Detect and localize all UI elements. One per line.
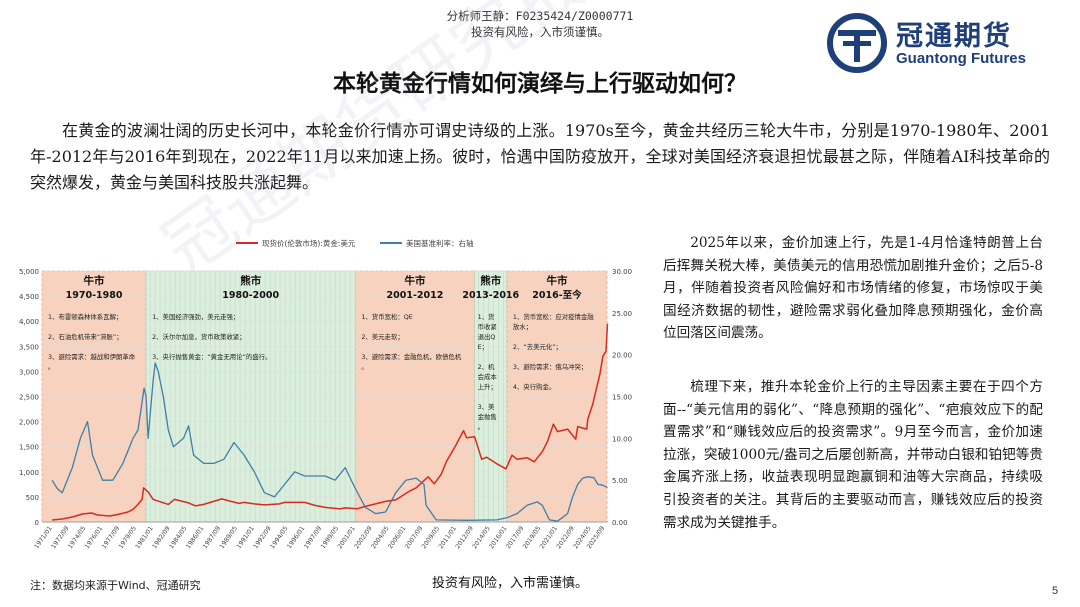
period-note-text: 2、石油危机带来“滞胀”；: [48, 332, 123, 341]
series-lines: [51, 323, 609, 522]
risk-notice-bottom: 投资有风险，入市需谨慎。: [432, 576, 589, 591]
intro-paragraph: 在黄金的波澜壮阔的历史长河中，本轮金价行情亦可谓史诗级的上涨。1970s至今，黄…: [30, 121, 1050, 192]
y-right-tick-label: 10.00: [612, 435, 632, 443]
period-note-text: 放水；: [513, 322, 532, 331]
chart-gridlines: [42, 270, 608, 523]
legend-rate-label: 美国基准利率：右轴: [406, 238, 474, 248]
logo-cn-text: 冠通期货: [896, 21, 1012, 52]
chart-legend: 现货价(伦敦市场):黄金:美元 美国基准利率：右轴: [236, 238, 474, 248]
period-note-text: 3、避险需求：金融危机，欧债危机: [361, 352, 462, 361]
analyst-line: 分析师王静：F0235424/Z0000771: [446, 9, 634, 23]
period-note-text: 1、美国经济强劲，美元走强；: [152, 312, 239, 321]
period-note-text: 1、货币宽松：应对疫情金融: [513, 312, 594, 321]
y-left-tick-label: 3,500: [19, 343, 39, 351]
gold-price-chart: 牛市 1970-1980 1、布雷顿森林体系瓦解； 2、石油危机带来“滞胀”； 3、避险…: [19, 238, 632, 550]
period-note-text: 。: [478, 423, 484, 431]
period-note-text: 币收紧: [478, 322, 498, 331]
y-right-tick-label: 5.00: [612, 477, 628, 485]
period-note-text: 。: [361, 363, 367, 371]
y-right-tick-label: 25.00: [612, 310, 632, 318]
gold-price-line: [52, 323, 609, 521]
period-range-label: 1970-1980: [66, 290, 123, 301]
period-note-text: 3、央行抛售黄金：“黄金无用论”的盛行。: [152, 352, 271, 361]
y-left-tick-label: 2,500: [19, 394, 39, 402]
analyst-info: 分析师王静：F0235424/Z0000771 投资有风险，入市须谨慎。: [0, 8, 1080, 40]
period-note-text: 3、避险需求：俄乌冲突；: [513, 362, 587, 371]
y-left-tick-label: 4,500: [19, 293, 39, 301]
y-left-tick-label: 3,000: [19, 368, 39, 376]
page-number: 5: [1052, 585, 1059, 597]
logo-mark-icon: [827, 13, 887, 73]
logo-en-text: Guantong Futures: [896, 50, 1026, 67]
period-note-text: 4、央行购金。: [513, 382, 555, 391]
period-range-label: 1980-2000: [222, 290, 279, 301]
period-note-text: 2、沃尔尔加息，货币政策收紧；: [152, 332, 246, 341]
period-note-text: E；: [478, 343, 488, 351]
period-note-text: 1、货币宽松：QE: [361, 312, 412, 321]
period-range-label: 2013-2016: [462, 290, 519, 301]
period-note-text: 2、美元走软；: [361, 332, 403, 341]
period-range-label: 2016-至今: [532, 289, 582, 301]
y-right-tick-label: 0.00: [612, 519, 628, 527]
y-left-tick-label: 5,000: [19, 268, 39, 276]
y-left-tick-label: 4,000: [19, 318, 39, 326]
analysis-paragraph-2: 梳理下来，推升本轮金价上行的主导因素主要在于四个方面--“美元信用的弱化”、“降…: [663, 379, 1043, 531]
y-left-tick-label: 1,000: [19, 469, 39, 477]
y-left-tick-label: 0: [35, 519, 39, 527]
risk-notice-top: 投资有风险，入市须谨慎。: [471, 25, 609, 39]
company-logo: 冠通期货 Guantong Futures: [826, 12, 1066, 74]
period-name-label: 牛市: [404, 274, 425, 287]
y-right-tick-label: 30.00: [612, 268, 632, 276]
period-note-text: 退出Q: [478, 332, 496, 341]
period-note-text: 金抛售: [478, 412, 497, 421]
period-name-label: 牛市: [84, 274, 105, 287]
period-name-label: 熊市: [240, 274, 261, 287]
period-note-text: 上升；: [478, 382, 497, 391]
period-name-label: 熊市: [480, 274, 501, 287]
period-note-text: 3、避险需求：越战和伊朗革命: [48, 352, 136, 361]
y-left-tick-label: 2,000: [19, 419, 39, 427]
y-right-tick-label: 20.00: [612, 352, 632, 360]
data-source-note: 注：数据均来源于Wind、冠通研究: [30, 579, 201, 592]
page-title: 本轮黄金行情如何演绎与上行驱动如何？: [333, 70, 747, 97]
legend-gold-label: 现货价(伦敦市场):黄金:美元: [262, 238, 356, 248]
y-left-tick-label: 500: [26, 494, 39, 502]
period-note-text: 3、美: [478, 402, 495, 411]
y-left-tick-label: 1,500: [19, 444, 39, 452]
analysis-paragraph-1: 2025年以来，金价加速上行，先是1-4月恰逢特朗普上台后挥舞关税大棒，美债美元…: [663, 235, 1043, 342]
period-note-text: 2、“去美元化”；: [513, 342, 562, 351]
period-note-text: 2、机: [478, 362, 495, 371]
us-rate-line: [51, 362, 608, 522]
period-name-label: 牛市: [546, 274, 567, 287]
period-labels: 牛市 1970-1980 1、布雷顿森林体系瓦解； 2、石油危机带来“滞胀”； 3、避险…: [48, 274, 594, 431]
y-right-tick-label: 15.00: [612, 394, 632, 402]
period-note-text: 会成本: [478, 372, 498, 381]
period-range-label: 2001-2012: [387, 290, 444, 301]
period-note-text: 1、布雷顿森林体系瓦解；: [48, 312, 122, 321]
period-note-text: 。: [48, 363, 54, 371]
period-note-text: 1、货: [478, 312, 495, 321]
